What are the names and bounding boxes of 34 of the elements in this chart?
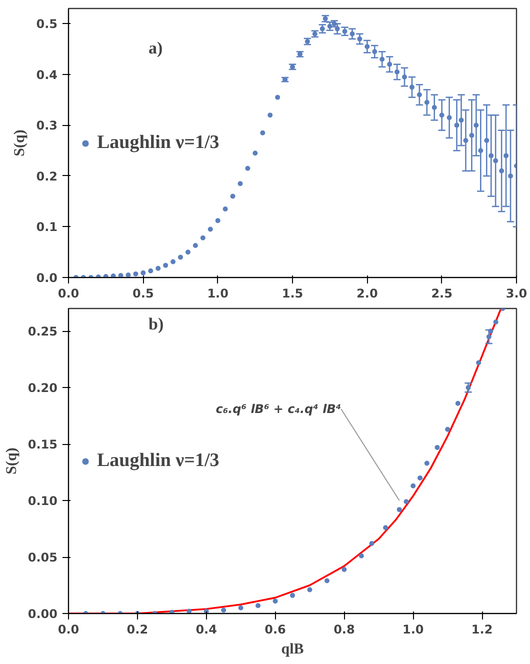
annotation: a) <box>148 38 163 58</box>
legend-label: Laughlin ν=1/3 <box>97 450 220 472</box>
y-tick-label: 0.15 <box>28 438 58 452</box>
x-tick-label: 0.8 <box>334 622 355 636</box>
y-axis-title: S(q) <box>12 130 28 156</box>
x-tick-label: 0.0 <box>58 622 80 636</box>
x-tick-label: 0.6 <box>264 622 286 636</box>
x-tick-label: 1.5 <box>282 286 304 300</box>
y-tick-label: 0.3 <box>36 118 58 133</box>
y-tick-label: 0.4 <box>36 68 58 82</box>
y-tick-label: 0.2 <box>36 169 58 184</box>
x-tick-label: 2.5 <box>431 286 452 300</box>
x-tick-label: 1.0 <box>207 286 228 300</box>
x-tick-label: 0.4 <box>196 622 217 636</box>
y-tick-label: 0.0 <box>36 271 58 285</box>
y-tick-label: 0.00 <box>28 607 58 621</box>
x-tick-label: 0.5 <box>132 286 154 300</box>
y-tick-label: 0.20 <box>28 381 58 396</box>
y-tick-label: 0.1 <box>36 220 58 234</box>
y-tick-label: 0.10 <box>28 494 58 508</box>
y-tick-label: 0.5 <box>36 17 58 32</box>
y-axis-title: S(q) <box>4 448 20 474</box>
legend-label: Laughlin ν=1/3 <box>97 132 220 154</box>
y-tick-label: 0.25 <box>28 324 58 339</box>
x-tick-label: 1.0 <box>402 622 424 636</box>
y-tick-label: 0.05 <box>28 550 58 565</box>
annotation: c₆.q⁶ lB⁶ + c₄.q⁴ lB⁴ <box>216 402 342 416</box>
x-tick-label: 2.0 <box>356 286 378 300</box>
annotation: b) <box>148 314 164 334</box>
x-axis-title: qlB <box>281 642 304 658</box>
x-tick-label: 0.2 <box>126 622 148 636</box>
x-tick-label: 1.2 <box>471 622 493 636</box>
x-tick-label: 3.0 <box>506 286 528 300</box>
x-tick-label: 0.0 <box>58 286 80 300</box>
